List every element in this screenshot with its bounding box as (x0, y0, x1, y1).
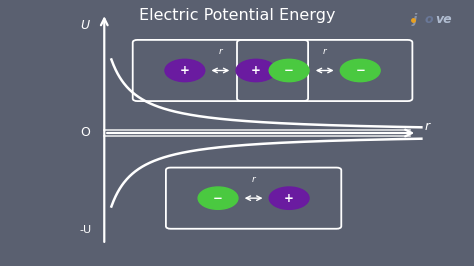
Text: -U: -U (79, 225, 91, 235)
Circle shape (198, 187, 238, 209)
Text: U: U (81, 19, 90, 32)
Circle shape (340, 59, 380, 82)
Text: r: r (219, 47, 222, 56)
Text: r: r (424, 120, 429, 133)
Text: Electric Potential Energy: Electric Potential Energy (139, 8, 335, 23)
Circle shape (165, 59, 205, 82)
Text: r: r (252, 174, 255, 184)
Circle shape (269, 59, 309, 82)
Text: j: j (412, 13, 417, 26)
Text: +: + (251, 64, 261, 77)
Text: ve: ve (435, 13, 452, 26)
Circle shape (269, 187, 309, 209)
Text: o: o (424, 13, 433, 26)
Text: r: r (323, 47, 327, 56)
Text: −: − (356, 64, 365, 77)
Text: −: − (213, 192, 223, 205)
Text: −: − (284, 64, 294, 77)
Text: +: + (284, 192, 294, 205)
Circle shape (236, 59, 276, 82)
Text: O: O (81, 127, 90, 139)
Text: +: + (180, 64, 190, 77)
